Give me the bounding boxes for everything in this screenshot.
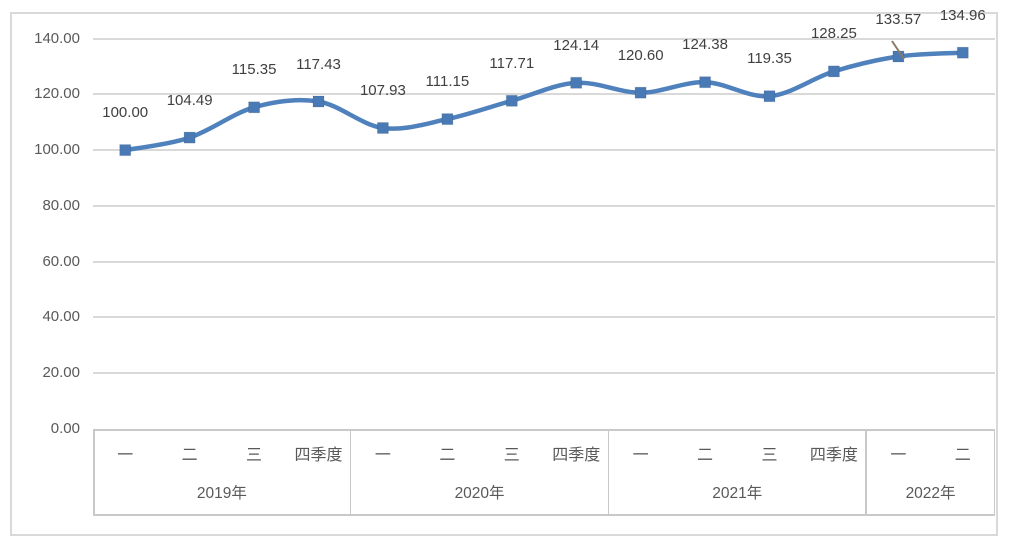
data-point-label: 111.15	[425, 73, 470, 91]
data-point-label: 133.57	[875, 10, 922, 28]
axis-border-line	[93, 429, 95, 514]
quarter-tick-label: 一	[374, 447, 391, 464]
data-point-marker	[312, 95, 325, 108]
data-point-label: 124.14	[553, 36, 600, 54]
axis-border-line	[349, 429, 352, 514]
data-point-marker	[119, 144, 132, 157]
y-tick-label: 20.00	[42, 364, 80, 382]
data-point-label: 107.93	[359, 82, 406, 100]
quarter-tick-label: 三	[503, 447, 520, 464]
gridline	[93, 260, 995, 263]
quarter-tick-label: 三	[761, 447, 778, 464]
y-tick-label: 60.00	[42, 252, 80, 270]
year-group-label: 2020年	[454, 485, 505, 502]
data-point-label: 104.49	[166, 91, 213, 109]
gridline	[93, 37, 995, 40]
quarter-tick-label: 二	[181, 447, 198, 464]
quarter-tick-label: 二	[697, 447, 714, 464]
data-point-marker	[763, 90, 776, 103]
quarter-tick-label: 二	[954, 447, 971, 464]
axis-border-line	[607, 429, 610, 514]
data-point-label: 117.71	[489, 54, 535, 72]
quarter-tick-label: 一	[632, 447, 649, 464]
axis-border-line	[993, 429, 995, 514]
y-tick-label: 140.00	[34, 29, 80, 47]
quarter-tick-label: 四季度	[552, 447, 601, 464]
axis-border-line	[93, 514, 995, 516]
data-point-marker	[827, 65, 840, 78]
data-point-label: 124.38	[682, 36, 728, 54]
year-group-label: 2021年	[712, 485, 763, 502]
data-point-label: 117.43	[296, 55, 341, 73]
year-group-label: 2022年	[905, 485, 956, 502]
gridline	[93, 204, 995, 207]
data-point-label: 134.96	[939, 6, 986, 24]
quarter-tick-label: 二	[439, 447, 456, 464]
gridline	[93, 372, 995, 375]
data-point-label: 128.25	[810, 25, 857, 43]
quarter-tick-label: 一	[890, 447, 907, 464]
gridline	[93, 316, 995, 319]
year-group-label: 2019年	[196, 485, 247, 502]
data-point-label: 119.35	[747, 50, 792, 68]
y-tick-label: 80.00	[42, 196, 80, 214]
data-point-marker	[441, 113, 454, 126]
quarter-tick-label: 一	[117, 447, 134, 464]
y-tick-label: 0.00	[50, 420, 80, 437]
data-point-marker	[376, 122, 389, 134]
gridline	[93, 149, 995, 152]
chart-border	[10, 12, 998, 536]
axis-border-line	[865, 429, 867, 514]
data-point-marker	[699, 76, 712, 89]
data-point-marker	[183, 131, 196, 144]
data-point-marker	[570, 76, 583, 89]
y-tick-label: 40.00	[42, 308, 80, 326]
data-point-label: 115.35	[231, 61, 277, 79]
data-point-label: 100.00	[102, 104, 149, 122]
quarter-tick-label: 三	[246, 447, 263, 464]
mouse-cursor-artifact	[891, 40, 905, 60]
data-point-marker	[248, 101, 261, 114]
y-tick-label: 100.00	[34, 141, 80, 159]
y-tick-label: 120.00	[34, 85, 80, 103]
quarter-tick-label: 四季度	[294, 447, 343, 464]
axis-border-line	[93, 429, 995, 431]
data-point-marker	[956, 46, 969, 59]
data-point-marker	[505, 94, 518, 107]
data-point-marker	[634, 86, 647, 99]
data-point-label: 120.60	[617, 46, 664, 64]
quarter-tick-label: 四季度	[809, 447, 858, 464]
series-line	[122, 50, 966, 153]
gridline	[93, 93, 995, 96]
